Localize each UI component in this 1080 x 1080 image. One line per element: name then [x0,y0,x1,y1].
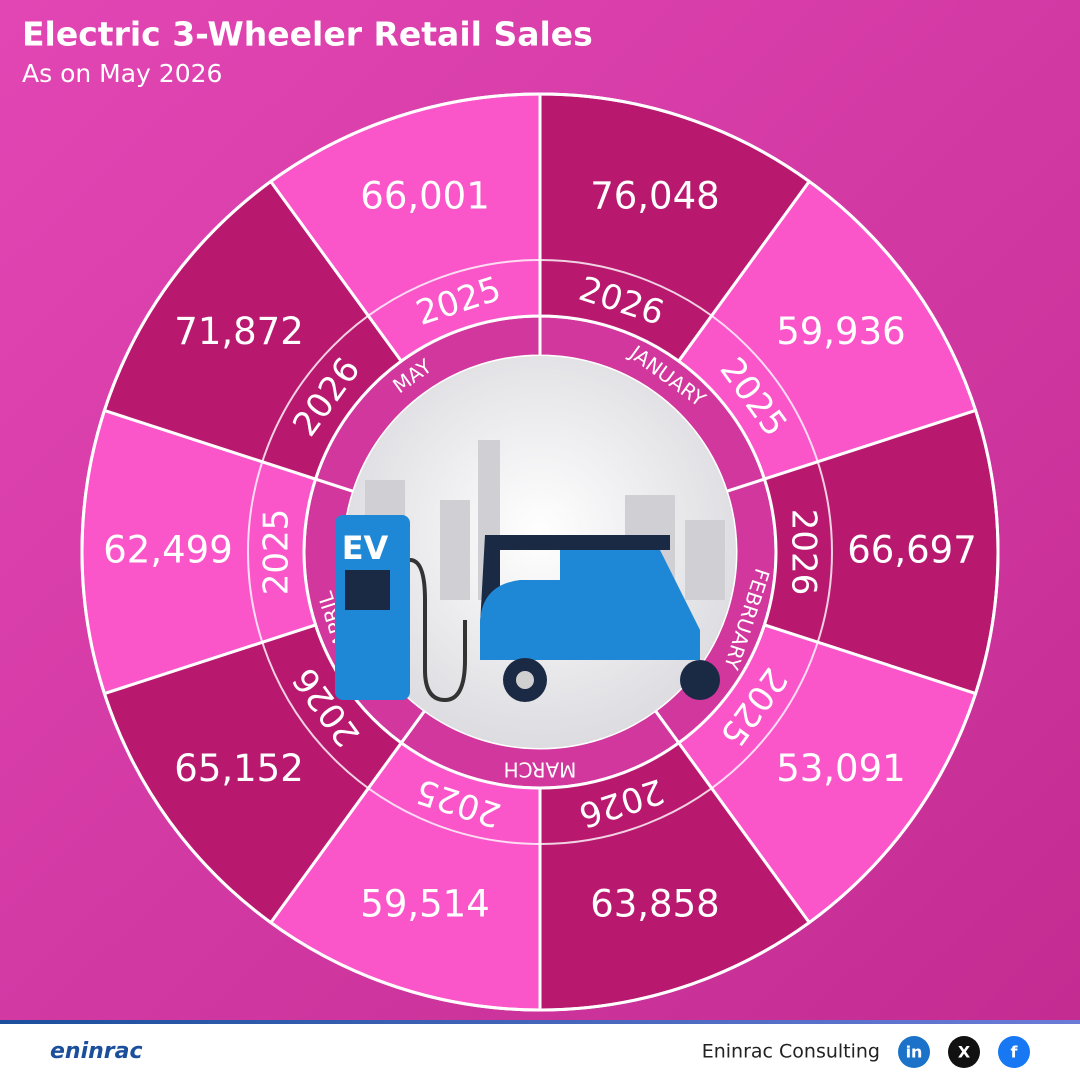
logo: eninrac [50,1039,143,1064]
social-icon[interactable] [998,1036,1030,1068]
social-icon-label: X [958,1043,971,1062]
value-label: 59,936 [776,310,905,353]
center-illustration: EV [335,356,736,748]
rickshaw-body [480,550,700,660]
value-label: 66,697 [847,529,976,572]
charger-label: EV [342,529,389,567]
value-label: 53,091 [776,747,905,790]
value-label: 71,872 [174,310,303,353]
social-icon-label: f [1011,1043,1019,1062]
year-label: 2026 [784,509,824,596]
value-label: 65,152 [174,747,303,790]
year-label: 2025 [257,509,297,596]
brand: Eninrac Consulting [702,1041,880,1063]
value-label: 63,858 [590,882,719,925]
value-label: 66,001 [360,175,489,218]
month-label: MARCH [504,758,577,782]
social-icon-label: in [906,1043,923,1062]
value-label: 76,048 [590,175,719,218]
value-label: 62,499 [103,529,232,572]
value-label: 59,514 [360,882,489,925]
cable [409,558,467,703]
footer-rule [0,1020,1080,1024]
chart-title: Electric 3-Wheeler Retail Sales [22,15,593,54]
year-ring-divider [247,259,833,845]
chart-subtitle: As on May 2026 [22,59,222,88]
outer-ring [80,92,1000,1012]
social-icon[interactable] [948,1036,980,1068]
wheel-front [680,660,720,700]
social-icon[interactable] [898,1036,930,1068]
charger-display [345,570,390,610]
hub [516,671,534,689]
